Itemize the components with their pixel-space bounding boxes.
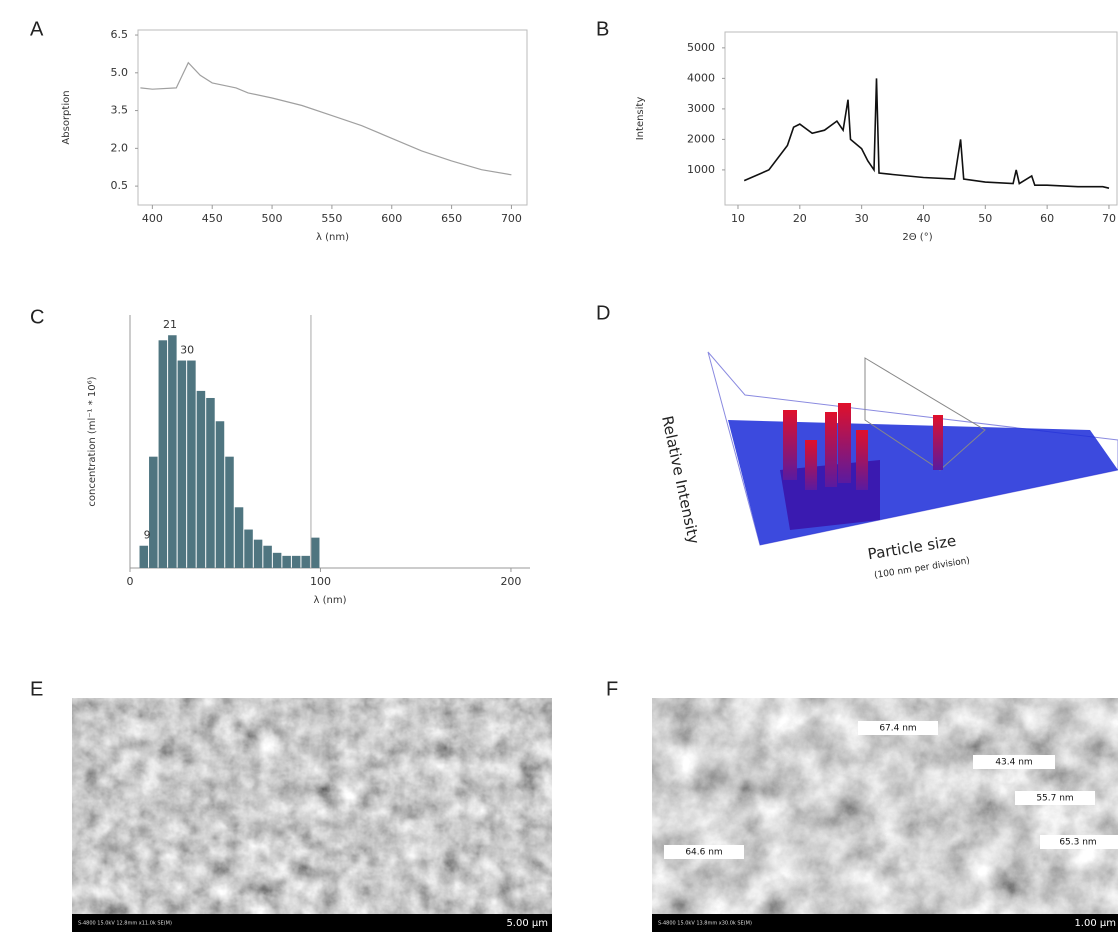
sem-image — [652, 698, 1118, 932]
size-annotation: 67.4 nm — [879, 724, 916, 734]
bar — [301, 555, 310, 568]
y-tick-label: 5000 — [687, 41, 715, 54]
bar — [234, 507, 244, 568]
x-tick-label: 70 — [1102, 212, 1116, 225]
x-tick-label: 0 — [127, 575, 134, 588]
panel-label: C — [30, 306, 44, 328]
bar — [272, 552, 282, 568]
peak-label: 21 — [163, 318, 177, 331]
x-tick-label: 400 — [142, 212, 163, 225]
bar — [177, 360, 187, 568]
y-axis-label: Relative Intensity — [658, 414, 703, 546]
x-axis-label: Particle size — [866, 532, 957, 564]
annotation-box — [1040, 835, 1118, 849]
bar — [168, 335, 177, 568]
panel-label: B — [596, 18, 609, 40]
y-tick-label: 5.0 — [111, 66, 129, 79]
size-annotation: 55.7 nm — [1036, 794, 1073, 804]
x-tick-label: 50 — [978, 212, 992, 225]
x-tick-label: 550 — [321, 212, 342, 225]
bar — [215, 421, 225, 568]
bar — [206, 397, 215, 568]
panel-label: D — [596, 302, 610, 324]
panel-f: F S-4800 15.0kV 13.8mm x30.0k SE(M) 1.00… — [606, 678, 1118, 932]
x-tick-label: 450 — [202, 212, 223, 225]
bar — [263, 545, 272, 568]
annotation-box — [858, 721, 938, 735]
y-tick-label: 2.0 — [111, 141, 129, 154]
y-tick-label: 2000 — [687, 132, 715, 145]
y-axis-label: Absorption — [61, 90, 72, 144]
x-tick-label: 60 — [1040, 212, 1054, 225]
plot-frame — [137, 29, 528, 206]
sem-info: S-4800 15.0kV 12.8mm x11.0k SE(M) — [78, 921, 172, 927]
info-bar — [72, 914, 552, 932]
x-tick-label: 40 — [916, 212, 930, 225]
size-annotation: 65.3 nm — [1059, 838, 1096, 848]
x-axis-label: 2Θ (°) — [902, 232, 932, 243]
x-axis-label: λ (nm) — [314, 595, 347, 606]
bar — [291, 555, 301, 568]
bar — [158, 340, 168, 568]
x-tick-label: 600 — [381, 212, 402, 225]
bar — [282, 555, 291, 568]
scale-label: 5.00 µm — [506, 918, 548, 929]
data-line — [743, 78, 1110, 189]
plot-frame — [707, 351, 1118, 546]
sem-info: S-4800 15.0kV 13.8mm x30.0k SE(M) — [658, 921, 752, 927]
y-tick-label: 0.5 — [111, 179, 129, 192]
panel-d: D Relative Intensity Particle size (100 … — [596, 302, 1118, 581]
y-tick-label: 6.5 — [111, 28, 129, 41]
sem-image — [72, 698, 552, 932]
bar — [149, 456, 158, 568]
bar — [187, 360, 196, 568]
peak — [825, 412, 837, 487]
plot-frame — [724, 31, 1118, 206]
y-axis-label: concentration (ml⁻¹ * 10⁶) — [87, 376, 98, 506]
data-line — [140, 61, 512, 176]
scale-label: 1.00 µm — [1074, 918, 1116, 929]
peak — [783, 410, 797, 480]
x-tick-label: 500 — [262, 212, 283, 225]
x-tick-label: 30 — [855, 212, 869, 225]
annotation-box — [973, 755, 1055, 769]
panel-label: F — [606, 678, 618, 700]
annotation-box — [1015, 791, 1095, 805]
x-tick-label: 20 — [793, 212, 807, 225]
x-tick-label: 100 — [310, 575, 331, 588]
bar — [225, 456, 234, 568]
x-tick-label: 10 — [731, 212, 745, 225]
peak-label: 9 — [144, 529, 151, 542]
bar — [244, 529, 253, 568]
size-annotation: 64.6 nm — [685, 848, 722, 858]
y-axis-label: Intensity — [635, 97, 646, 141]
x-tick-label: 650 — [441, 212, 462, 225]
bar — [139, 545, 149, 568]
x-tick-label: 700 — [501, 212, 522, 225]
bar — [310, 537, 320, 568]
panel-label: A — [30, 18, 44, 40]
peak — [805, 440, 817, 490]
y-tick-label: 1000 — [687, 163, 715, 176]
bar — [253, 539, 263, 568]
bar — [196, 390, 206, 568]
y-tick-label: 4000 — [687, 71, 715, 84]
size-annotation: 43.4 nm — [995, 758, 1032, 768]
peak — [838, 403, 851, 483]
x-tick-label: 200 — [500, 575, 521, 588]
x-axis-label: λ (nm) — [316, 232, 349, 243]
panel-e: E S-4800 15.0kV 12.8mm x11.0k SE(M) 5.00… — [30, 678, 552, 932]
panel-label: E — [30, 678, 43, 700]
peak — [933, 415, 943, 470]
peak — [856, 430, 868, 490]
y-tick-label: 3000 — [687, 102, 715, 115]
annotation-box — [664, 845, 744, 859]
peak-label: 30 — [180, 344, 194, 357]
info-bar — [652, 914, 1118, 932]
y-tick-label: 3.5 — [111, 104, 129, 117]
